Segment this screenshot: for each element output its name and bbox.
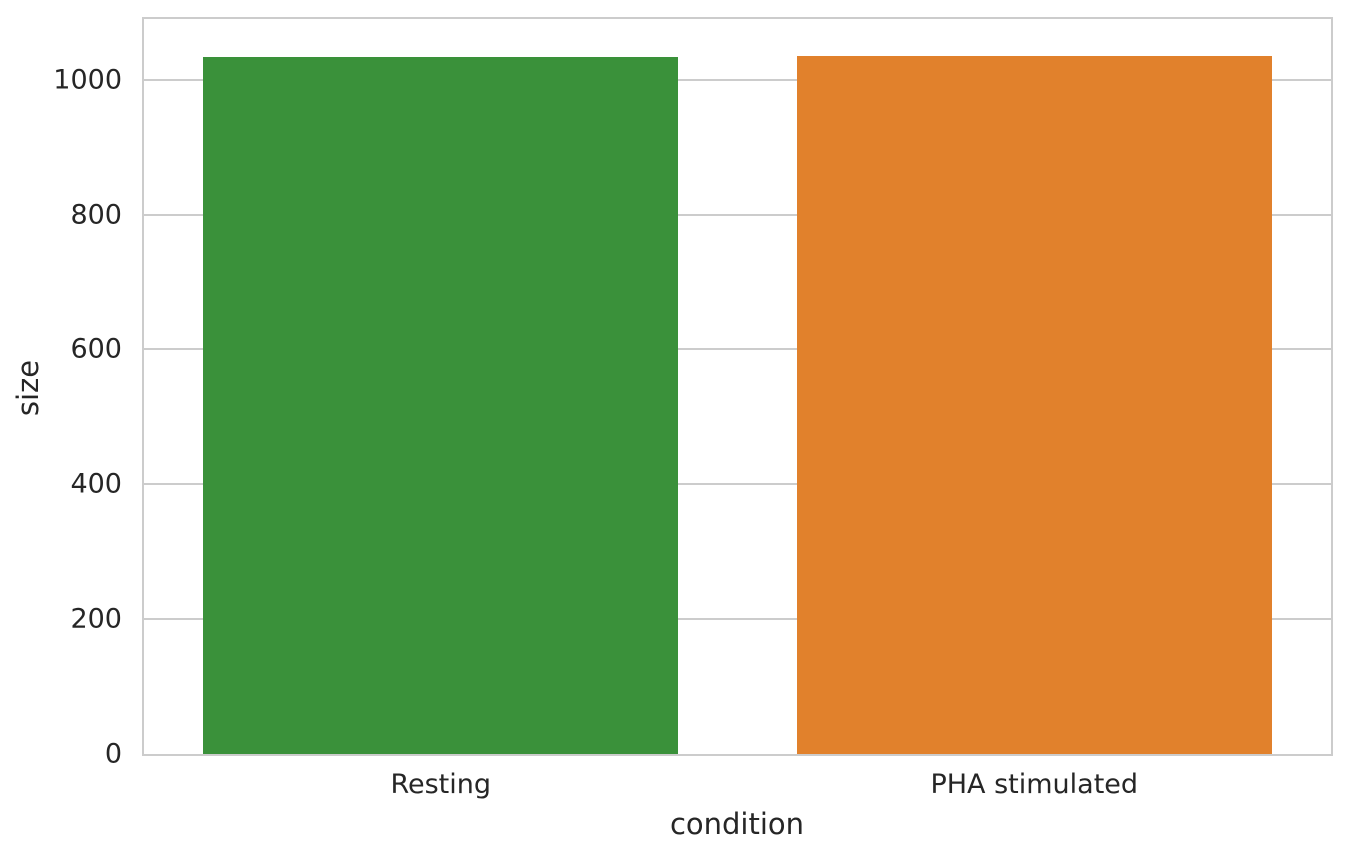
x-tick-label-resting: Resting	[390, 769, 492, 800]
y-tick-label-800: 800	[70, 199, 122, 231]
gridline-1000	[144, 78, 1331, 81]
bar-resting	[203, 57, 679, 754]
plot-area	[142, 17, 1333, 756]
x-axis-label: condition	[669, 807, 805, 841]
y-tick-label-400: 400	[70, 468, 122, 500]
gridline-800	[144, 213, 1331, 216]
bar-pha-stimulated	[796, 56, 1272, 754]
gridline-600	[144, 348, 1331, 351]
y-tick-label-0: 0	[104, 738, 122, 770]
y-tick-label-200: 200	[70, 603, 122, 635]
x-tick-label-pha-stimulated: PHA stimulated	[930, 769, 1139, 800]
y-axis-label: size	[11, 359, 46, 417]
gridline-200	[144, 618, 1331, 621]
y-tick-label-1000: 1000	[53, 64, 122, 96]
y-tick-label-600: 600	[70, 333, 122, 365]
gridline-400	[144, 483, 1331, 486]
